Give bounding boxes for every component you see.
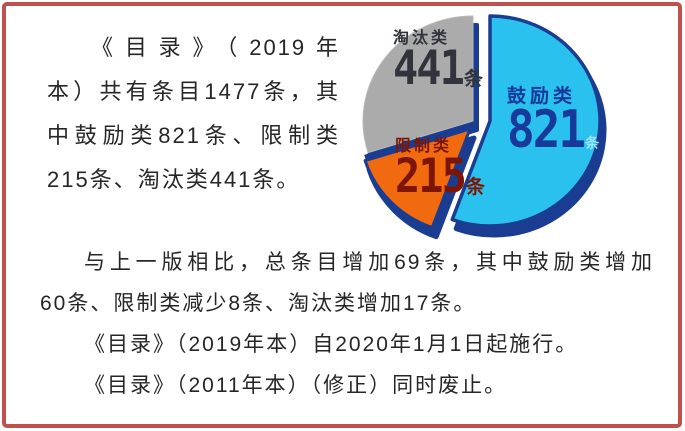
intro-paragraph: 《目录》（2019年 本）共有条目1477条，其 中鼓励类821条、限制类 21…	[47, 26, 340, 202]
pie-value-encourage: 821	[507, 99, 586, 160]
pie-label-eliminate-name: 淘汰类	[393, 30, 451, 47]
details-line-2: 60条、限制类减少8条、淘汰类增加17条。	[40, 292, 477, 315]
details-line-4: 《目录》（2011年本）（修正）同时废止。	[84, 374, 508, 397]
intro-line-4: 215条、淘汰类441条。	[47, 167, 301, 192]
pie-unit-encourage: 条	[585, 135, 600, 151]
pie-chart-svg	[362, 14, 607, 240]
intro-line-1: 《目录》（2019年	[91, 35, 340, 60]
pie-label-eliminate-number: 441条	[393, 44, 483, 92]
pie-label-restrict-name: 限制类	[395, 138, 453, 155]
details-paragraphs: 与上一版相比，总条目增加69条，其中鼓励类增加 60条、限制类减少8条、淘汰类增…	[40, 242, 654, 406]
pie-label-encourage: 鼓励类 821条	[507, 87, 599, 155]
intro-line-3: 中鼓励类821条、限制类	[47, 123, 340, 148]
pie-unit-eliminate: 条	[463, 69, 483, 90]
pie-label-encourage-number: 821条	[507, 103, 600, 155]
pie-label-eliminate: 淘汰类 441条	[393, 31, 483, 92]
pie-value-eliminate: 441	[393, 40, 465, 96]
intro-line-2: 本）共有条目1477条，其	[47, 79, 340, 104]
pie-unit-restrict: 条	[465, 177, 485, 198]
pie-label-restrict: 限制类 215条	[395, 139, 485, 200]
details-line-1: 与上一版相比，总条目增加69条，其中鼓励类增加	[84, 251, 654, 274]
pie-label-restrict-number: 215条	[395, 152, 485, 200]
pie-label-encourage-name: 鼓励类	[507, 86, 577, 107]
details-line-3: 《目录》（2019年本）自2020年1月1日起施行。	[84, 333, 579, 356]
pie-value-restrict: 215	[395, 148, 467, 204]
pie-chart: 淘汰类 441条 限制类 215条 鼓励类 821条	[349, 11, 684, 243]
